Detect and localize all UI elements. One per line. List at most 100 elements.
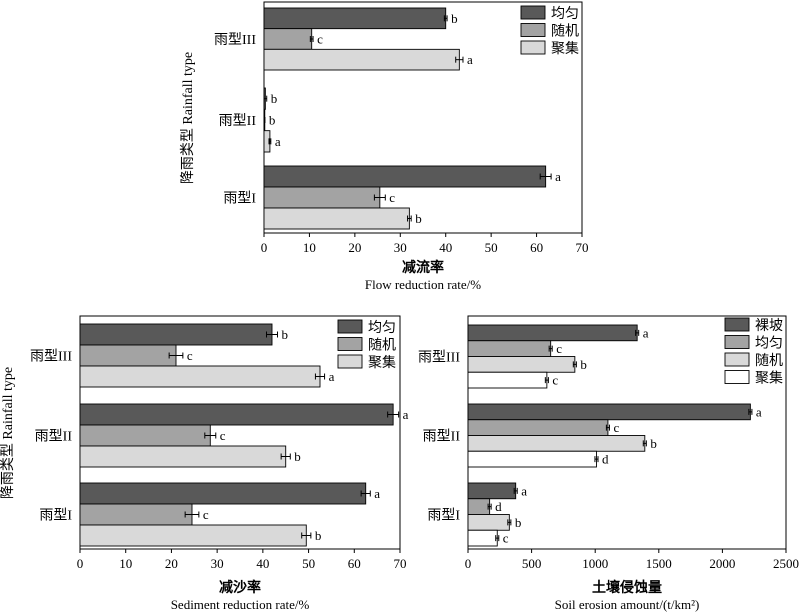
category-label: 雨型II <box>219 113 257 129</box>
significance-letter: b <box>271 91 278 106</box>
bar <box>79 482 367 505</box>
x-tick-label: 60 <box>348 556 361 571</box>
x-tick-label: 40 <box>439 240 452 255</box>
significance-letter: b <box>294 449 301 464</box>
bar <box>79 323 273 346</box>
significance-letter: c <box>220 428 226 443</box>
x-tick-label: 10 <box>119 556 132 571</box>
category-label: 雨型III <box>30 349 72 365</box>
x-tick-label: 0 <box>77 556 84 571</box>
bar <box>467 403 751 421</box>
x-tick-label: 1500 <box>646 556 672 571</box>
bar <box>263 28 313 50</box>
significance-letter: c <box>203 507 209 522</box>
significance-letter: c <box>556 341 562 356</box>
bar <box>263 186 381 209</box>
x-tick-label: 20 <box>165 556 178 571</box>
bar <box>467 356 576 373</box>
significance-letter: a <box>521 483 527 498</box>
x-tick-label: 2500 <box>773 556 799 571</box>
significance-letter: c <box>613 420 619 435</box>
legend-swatch <box>724 370 750 384</box>
bar <box>263 165 547 188</box>
significance-letter: b <box>415 211 422 226</box>
legend-label: 均匀 <box>368 320 396 336</box>
legend-swatch <box>337 337 363 351</box>
category-label: 雨型II <box>35 429 73 445</box>
category-label: 雨型III <box>418 350 460 366</box>
x-tick-label: 30 <box>394 240 407 255</box>
x-tick-label: 0 <box>261 240 268 255</box>
legend-label: 随机 <box>551 24 579 40</box>
legend-swatch <box>520 23 546 37</box>
significance-letter: a <box>467 52 473 67</box>
x-axis-title-en: Soil erosion amount/(t/km²) <box>555 597 700 612</box>
significance-letter: a <box>643 325 649 340</box>
legend-label: 随机 <box>755 353 783 369</box>
x-axis-title-cn: 土壤侵蚀量 <box>592 579 662 596</box>
x-tick-label: 20 <box>348 240 361 255</box>
bar <box>79 403 394 426</box>
legend-label: 聚集 <box>368 354 396 371</box>
bar <box>467 324 638 342</box>
significance-letter: b <box>269 113 276 128</box>
bar <box>467 450 597 468</box>
x-tick-label: 10 <box>303 240 316 255</box>
category-label: 雨型I <box>223 191 256 207</box>
legend-swatch <box>520 5 546 20</box>
bar <box>263 48 460 71</box>
x-tick-label: 60 <box>530 240 543 255</box>
significance-letter: d <box>495 499 502 514</box>
significance-letter: d <box>602 452 609 467</box>
x-tick-label: 1000 <box>582 556 608 571</box>
x-tick-label: 500 <box>522 556 542 571</box>
bar <box>467 482 517 500</box>
bar <box>467 498 491 515</box>
significance-letter: a <box>403 407 409 422</box>
legend-swatch <box>337 354 363 369</box>
significance-letter: a <box>555 169 561 184</box>
x-axis-title-cn: 减沙率 <box>219 579 261 596</box>
x-axis-title-cn: 减流率 <box>402 259 444 276</box>
category-label: 雨型III <box>214 32 256 48</box>
significance-letter: a <box>329 369 335 384</box>
legend-label: 均匀 <box>755 336 783 352</box>
significance-letter: c <box>187 348 193 363</box>
legend-swatch <box>724 317 750 332</box>
bar <box>79 445 287 468</box>
legend-label: 聚集 <box>551 40 579 57</box>
bar <box>79 524 307 547</box>
y-axis-title: 降雨类型 Rainfall type <box>0 367 16 499</box>
significance-letter: b <box>580 357 587 372</box>
bar <box>263 7 447 30</box>
bar <box>467 514 510 531</box>
category-label: 雨型I <box>427 508 460 524</box>
bar <box>79 503 193 526</box>
significance-letter: c <box>503 531 509 546</box>
category-label: 雨型I <box>39 508 72 524</box>
significance-letter: c <box>317 32 323 47</box>
x-tick-label: 70 <box>576 240 589 255</box>
x-tick-label: 50 <box>302 556 315 571</box>
legend-label: 随机 <box>368 338 396 354</box>
category-label: 雨型II <box>423 429 461 445</box>
legend-label: 均匀 <box>551 6 579 22</box>
x-tick-label: 0 <box>465 556 472 571</box>
bar <box>467 435 646 452</box>
bar <box>79 344 177 367</box>
significance-letter: c <box>389 190 395 205</box>
bar <box>467 340 552 357</box>
significance-letter: a <box>275 134 281 149</box>
legend-swatch <box>337 319 363 334</box>
significance-letter: b <box>451 11 458 26</box>
significance-letter: a <box>374 486 380 501</box>
significance-letter: c <box>552 373 558 388</box>
legend-label: 聚集 <box>755 370 783 387</box>
legend-swatch <box>724 352 750 367</box>
x-axis-title-en: Flow reduction rate/% <box>365 277 481 292</box>
significance-letter: b <box>315 528 322 543</box>
significance-letter: a <box>756 404 762 419</box>
bar <box>79 424 211 447</box>
x-tick-label: 2000 <box>709 556 735 571</box>
